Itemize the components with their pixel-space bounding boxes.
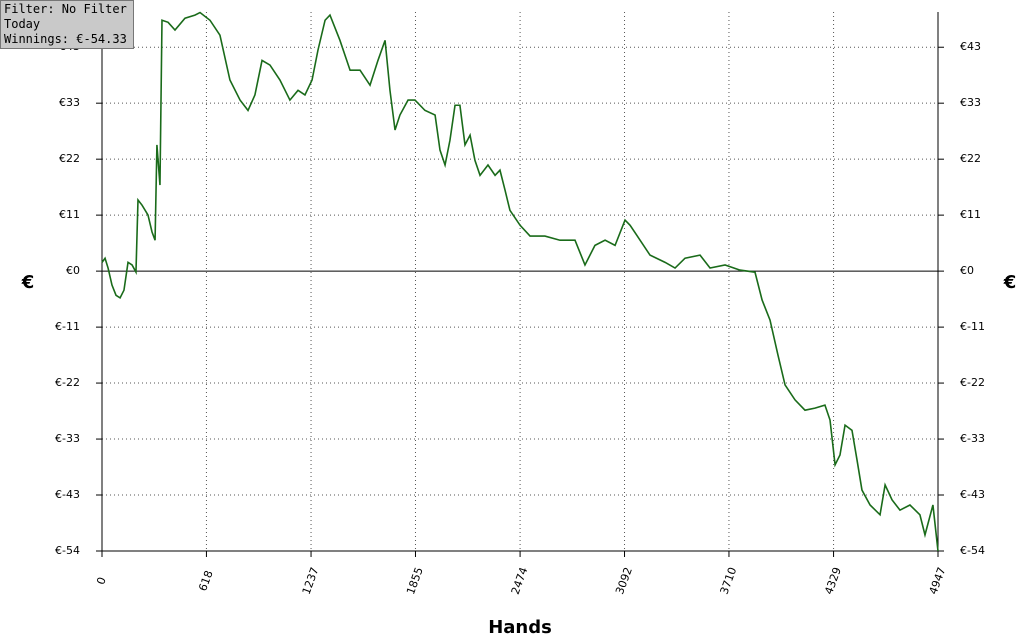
- x-tick-label: 3710: [718, 565, 740, 596]
- y-tick-label: €33: [59, 96, 80, 109]
- x-tick-label: 2474: [509, 565, 531, 596]
- filter-text: Filter: No Filter: [4, 2, 127, 16]
- y2-tick-label: €0: [960, 264, 974, 277]
- y-tick-label: €22: [59, 152, 80, 165]
- y2-tick-label: €-11: [960, 320, 985, 333]
- x-tick-label: 3092: [613, 565, 635, 596]
- info-box: Filter: No Filter Today Winnings: €-54.3…: [0, 0, 134, 49]
- x-tick-label: 4329: [822, 565, 844, 596]
- x-tick-label: 1855: [404, 565, 426, 596]
- y-tick-label: €0: [66, 264, 80, 277]
- winnings-text: Winnings: €-54.33: [4, 32, 127, 46]
- period-text: Today: [4, 17, 41, 31]
- y-tick-label: €-54: [55, 544, 80, 557]
- y2-tick-label: €33: [960, 96, 981, 109]
- y2-tick-label: €-43: [960, 488, 985, 501]
- x-axis-label: Hands: [488, 617, 552, 638]
- y2-tick-label: €43: [960, 40, 981, 53]
- y-tick-label: €-43: [55, 488, 80, 501]
- x-tick-label: 618: [196, 569, 215, 593]
- y2-tick-label: €-22: [960, 376, 985, 389]
- y-axis-label: €: [21, 272, 35, 293]
- x-tick-label: 1237: [300, 565, 322, 596]
- y-tick-label: €-22: [55, 376, 80, 389]
- y2-axis-label: €: [1003, 272, 1017, 293]
- y2-tick-label: €11: [960, 208, 981, 221]
- winnings-line: [101, 11, 939, 552]
- x-tick-label: 0: [94, 575, 109, 586]
- x-tick-label: 4947: [927, 565, 949, 596]
- y-tick-label: €-33: [55, 432, 80, 445]
- y-tick-label: €-11: [55, 320, 80, 333]
- y2-tick-label: €-54: [960, 544, 985, 557]
- y2-tick-label: €-33: [960, 432, 985, 445]
- y2-tick-label: €22: [960, 152, 981, 165]
- y-tick-label: €11: [59, 208, 80, 221]
